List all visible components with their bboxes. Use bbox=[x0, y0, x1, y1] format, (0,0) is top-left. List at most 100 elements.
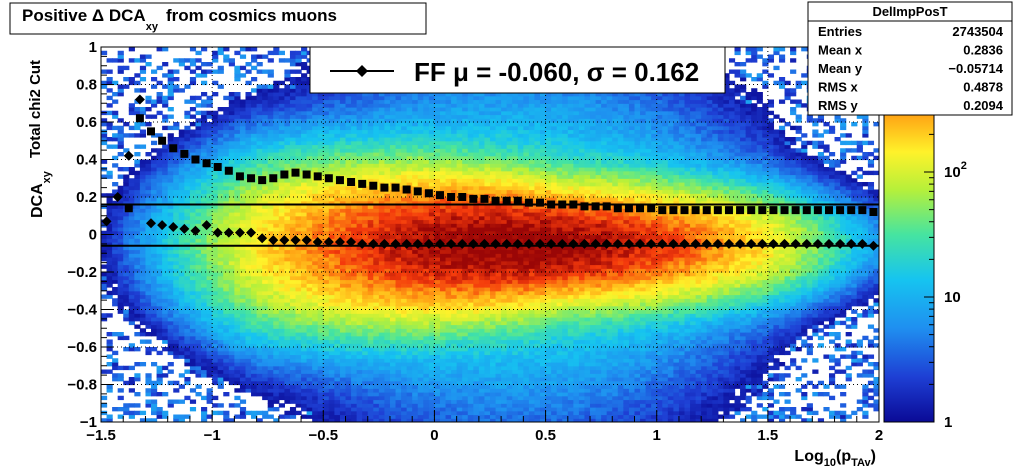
heatmap-cell bbox=[162, 305, 169, 311]
heatmap-cell bbox=[151, 99, 158, 104]
heatmap-cell bbox=[151, 302, 158, 307]
heatmap-cell bbox=[201, 208, 208, 213]
heatmap-cell bbox=[151, 103, 158, 108]
heatmap-cell bbox=[262, 238, 269, 243]
heatmap-cell bbox=[267, 118, 274, 123]
heatmap-cell bbox=[239, 110, 247, 116]
heatmap-cell bbox=[201, 122, 208, 127]
heatmap-cell bbox=[423, 257, 430, 262]
heatmap-cell bbox=[306, 125, 313, 131]
heatmap-cell bbox=[184, 197, 191, 202]
heatmap-cell bbox=[262, 242, 269, 247]
heatmap-cell bbox=[228, 332, 235, 337]
heatmap-cell bbox=[245, 317, 252, 322]
heatmap-cell bbox=[289, 107, 297, 112]
heatmap-cell bbox=[189, 200, 197, 206]
heatmap-cell bbox=[317, 242, 324, 247]
heatmap-cell bbox=[112, 298, 119, 303]
heatmap-cell bbox=[128, 410, 135, 416]
heatmap-cell bbox=[256, 264, 263, 269]
heatmap-cell bbox=[389, 279, 397, 284]
heatmap-cell bbox=[401, 230, 408, 236]
heatmap-cell bbox=[195, 305, 202, 311]
heatmap-cell bbox=[189, 257, 197, 262]
heatmap-cell bbox=[417, 369, 424, 374]
heatmap-cell bbox=[195, 249, 202, 254]
heatmap-cell bbox=[184, 253, 191, 258]
heatmap-cell bbox=[323, 182, 330, 187]
heatmap-cell bbox=[267, 283, 274, 288]
heatmap-cell bbox=[217, 410, 224, 416]
heatmap-cell bbox=[317, 343, 324, 348]
heatmap-cell bbox=[173, 350, 180, 356]
heatmap-cell bbox=[362, 95, 369, 101]
heatmap-cell bbox=[406, 125, 413, 131]
heatmap-cell bbox=[128, 272, 135, 277]
heatmap-cell bbox=[101, 230, 108, 236]
heatmap-cell bbox=[278, 118, 285, 123]
heatmap-cell bbox=[201, 242, 208, 247]
heatmap-cell bbox=[173, 140, 180, 146]
heatmap-cell bbox=[151, 245, 158, 251]
heatmap-cell bbox=[406, 343, 413, 348]
heatmap-cell bbox=[334, 298, 341, 303]
heatmap-cell bbox=[117, 65, 124, 71]
heatmap-cell bbox=[406, 347, 413, 352]
heatmap-cell bbox=[189, 313, 197, 318]
heatmap-cell bbox=[389, 395, 397, 401]
heatmap-cell bbox=[112, 268, 119, 273]
heatmap-cell bbox=[334, 384, 341, 389]
heatmap-cell bbox=[201, 73, 208, 78]
heatmap-cell bbox=[139, 122, 147, 127]
heatmap-cell bbox=[151, 328, 158, 333]
heatmap-cell bbox=[162, 212, 169, 217]
heatmap-cell bbox=[289, 362, 297, 367]
heatmap-cell bbox=[373, 403, 380, 408]
heatmap-cell bbox=[256, 223, 263, 228]
heatmap-cell bbox=[345, 290, 352, 296]
heatmap-cell bbox=[156, 380, 163, 386]
heatmap-cell bbox=[351, 283, 358, 288]
heatmap-cell bbox=[417, 272, 424, 277]
heatmap-cell bbox=[234, 294, 241, 299]
heatmap-cell bbox=[417, 317, 424, 322]
heatmap-cell bbox=[351, 294, 358, 299]
heatmap-cell bbox=[334, 118, 341, 123]
heatmap-cell bbox=[278, 107, 285, 112]
heatmap-cell bbox=[195, 279, 202, 284]
heatmap-cell bbox=[384, 320, 391, 326]
heatmap-cell bbox=[239, 332, 247, 337]
heatmap-cell bbox=[106, 230, 113, 236]
heatmap-cell bbox=[201, 144, 208, 149]
heatmap-cell bbox=[401, 148, 408, 153]
heatmap-cell bbox=[273, 200, 280, 206]
heatmap-cell bbox=[134, 163, 141, 168]
heatmap-cell bbox=[317, 384, 324, 389]
heatmap-cell bbox=[406, 238, 413, 243]
heatmap-cell bbox=[289, 264, 297, 269]
heatmap-cell bbox=[178, 287, 185, 292]
heatmap-cell bbox=[117, 212, 124, 217]
heatmap-cell bbox=[256, 365, 263, 371]
heatmap-cell bbox=[328, 365, 335, 371]
heatmap-cell bbox=[395, 197, 402, 202]
heatmap-cell bbox=[206, 298, 213, 303]
heatmap-cell bbox=[351, 197, 358, 202]
heatmap-cell bbox=[262, 200, 269, 206]
heatmap-cell bbox=[195, 212, 202, 217]
heatmap-cell bbox=[262, 257, 269, 262]
heatmap-cell bbox=[384, 395, 391, 401]
heatmap-cell bbox=[228, 185, 235, 191]
heatmap-cell bbox=[117, 294, 124, 299]
heatmap-cell bbox=[373, 354, 380, 359]
heatmap-cell bbox=[317, 395, 324, 401]
heatmap-cell bbox=[228, 219, 235, 224]
heatmap-cell bbox=[306, 129, 313, 134]
heatmap-cell bbox=[323, 163, 330, 168]
heatmap-cell bbox=[345, 317, 352, 322]
heatmap-cell bbox=[178, 185, 185, 191]
heatmap-cell bbox=[284, 380, 291, 386]
heatmap-cell bbox=[112, 253, 119, 258]
heatmap-cell bbox=[395, 107, 402, 112]
heatmap-cell bbox=[328, 347, 335, 352]
